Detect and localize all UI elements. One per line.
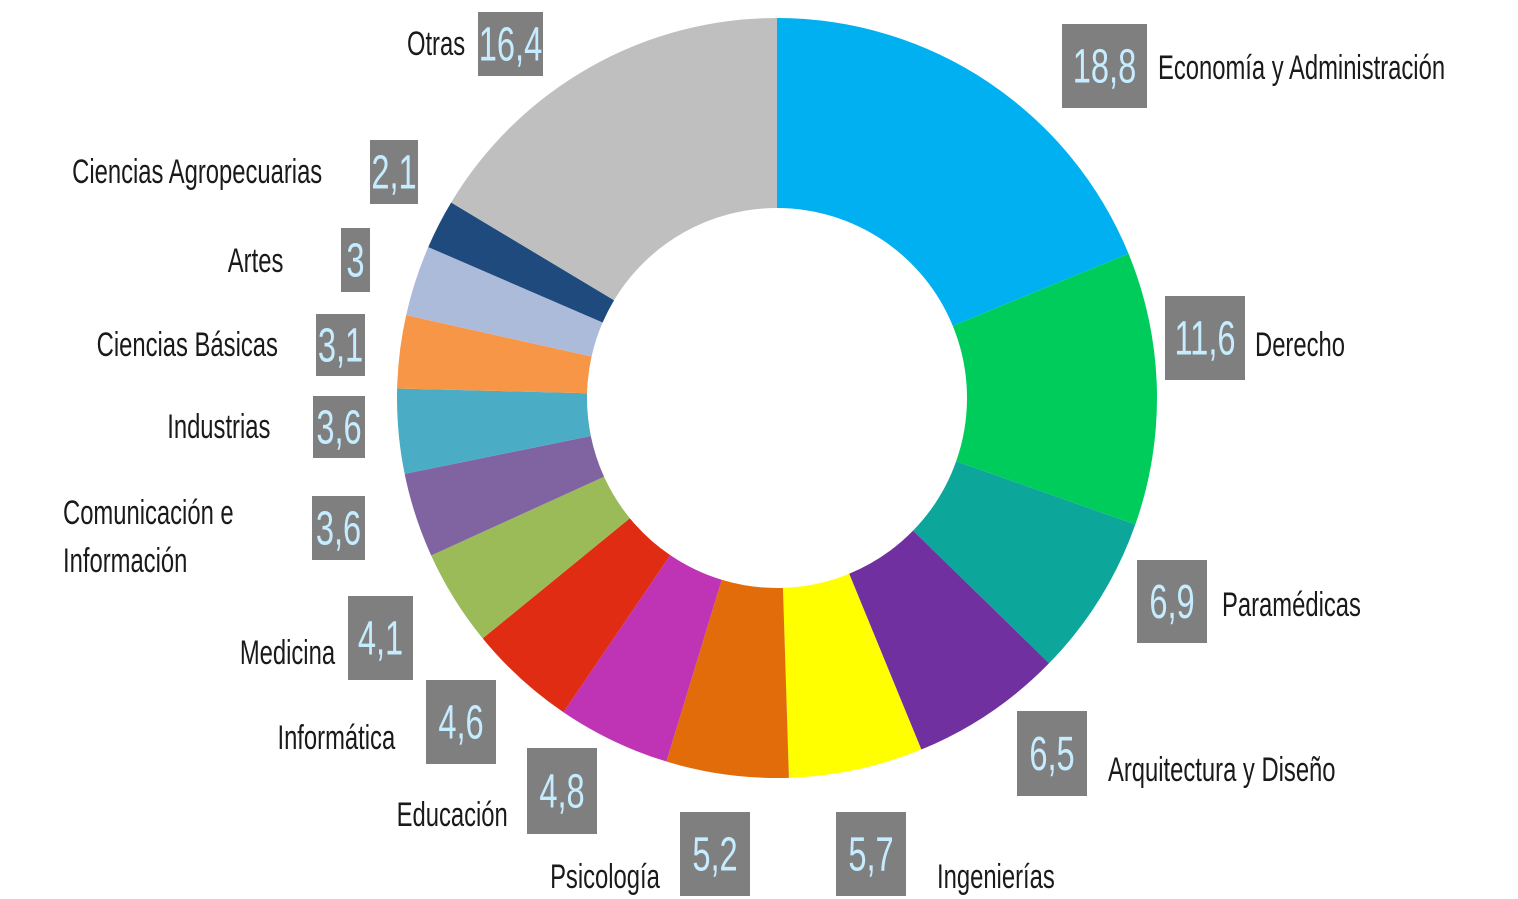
donut-slice (451, 18, 777, 301)
value-label: 4,8 (539, 764, 584, 818)
value-label-box (313, 396, 365, 458)
category-label: Paramédicas (1222, 586, 1361, 624)
donut-slice (913, 461, 1136, 664)
value-label: 6,9 (1149, 575, 1194, 629)
value-label: 5,7 (848, 827, 893, 881)
category-label: Comunicación e Información (63, 494, 234, 580)
value-label-box (1137, 560, 1207, 643)
value-label-box (348, 596, 413, 680)
donut-slice (431, 476, 630, 639)
category-label: Artes (227, 242, 283, 280)
donut-slice (428, 202, 615, 323)
value-label: 16,4 (479, 17, 543, 71)
value-label: 2,1 (371, 145, 416, 199)
category-label: Industrias (166, 408, 270, 446)
value-label-box (370, 140, 418, 204)
category-label: Educación (396, 796, 508, 834)
value-label: 5,2 (692, 827, 737, 881)
value-label-box (341, 228, 370, 292)
value-label: 6,5 (1029, 727, 1074, 781)
donut-slice (482, 518, 671, 713)
category-label: Informática (277, 719, 395, 757)
value-label: 4,6 (438, 695, 483, 749)
value-label: 18,8 (1073, 39, 1137, 93)
donut-slice (777, 18, 1129, 326)
donut-slice (406, 247, 603, 357)
value-label: 3 (346, 233, 364, 287)
category-label: Otras (406, 25, 465, 63)
value-label-box (680, 812, 750, 896)
category-label: Ingenierías (937, 858, 1055, 896)
value-label-box (1165, 296, 1245, 380)
value-label-box (316, 314, 365, 376)
donut-slice (563, 555, 722, 762)
donut-slice (397, 315, 592, 394)
category-label: Psicología (550, 858, 660, 896)
donut-slice (404, 435, 605, 556)
value-label-box (1017, 711, 1087, 796)
value-label-box (426, 680, 496, 764)
value-label: 3,6 (316, 400, 361, 454)
category-label: Derecho (1255, 326, 1345, 364)
value-label-box (312, 496, 365, 560)
value-label: 4,1 (358, 611, 403, 665)
donut-slice (849, 530, 1050, 750)
category-label: Arquitectura y Diseño (1108, 751, 1336, 789)
donut-slice (782, 573, 922, 778)
category-label: Medicina (239, 634, 335, 672)
value-label-box (478, 12, 543, 76)
donut-slice (397, 388, 591, 474)
value-label-box (527, 748, 597, 834)
category-label: Ciencias Básicas (96, 326, 278, 364)
donut-slice (666, 579, 789, 779)
donut-slice (952, 253, 1157, 525)
value-label: 11,6 (1174, 311, 1235, 365)
value-label: 3,6 (316, 501, 361, 555)
value-label-box (1062, 24, 1147, 108)
value-label: 3,1 (318, 318, 363, 372)
value-label-box (836, 812, 906, 896)
category-label: Economía y Administración (1158, 49, 1446, 87)
category-label: Ciencias Agropecuarias (71, 153, 322, 191)
